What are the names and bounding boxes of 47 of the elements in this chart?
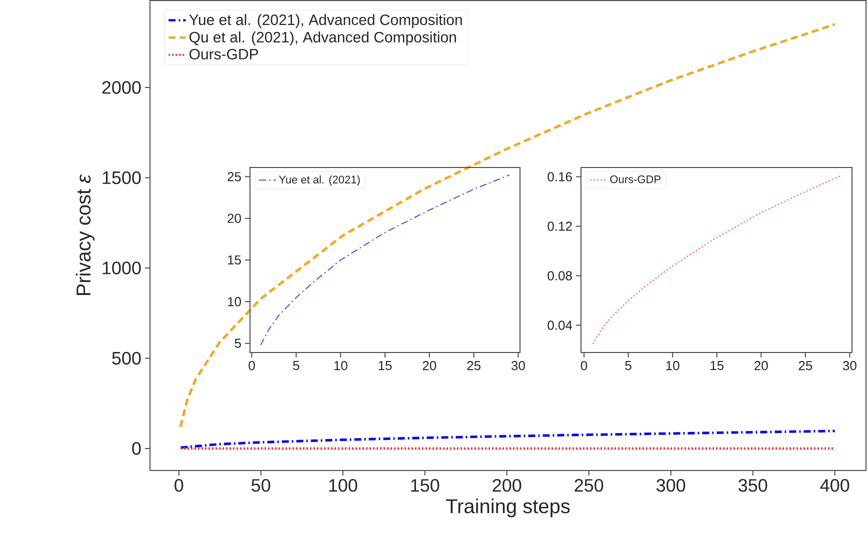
legend-label: Ours-GDP	[610, 175, 660, 183]
y-tick-label: 0.04	[548, 320, 572, 330]
x-tick-label: 50	[252, 478, 270, 492]
y-tick-label: 5	[234, 338, 241, 348]
x-tick-label: 200	[492, 478, 522, 492]
legend-label: Yue et al. (2021)	[278, 175, 360, 186]
x-tick-label: 350	[738, 478, 768, 492]
y-tick-label: 0.12	[548, 221, 572, 231]
legend-label: Qu et al. (2021), Advanced Composition	[190, 31, 456, 46]
x-tick-label: 100	[329, 478, 358, 492]
y-tick-label: 20	[228, 213, 241, 223]
x-tick-label: 30	[842, 360, 856, 370]
y-tick-label: 10	[228, 296, 241, 306]
x-axis-title: Training steps	[446, 498, 570, 518]
y-axis-title: Privacy cost ε	[76, 174, 95, 295]
x-tick-label: 5	[625, 360, 632, 370]
x-tick-label: 20	[754, 360, 768, 370]
x-tick-label: 10	[334, 360, 348, 370]
x-tick-label: 10	[666, 360, 680, 370]
legend-label: Ours-GDP	[190, 48, 258, 60]
x-tick-label: 15	[378, 360, 392, 370]
x-tick-label: 25	[467, 360, 480, 370]
x-tick-label: 150	[411, 478, 440, 492]
x-tick-label: 30	[511, 360, 525, 370]
y-tick-label: 500	[112, 352, 141, 364]
line-series	[179, 429, 836, 449]
y-tick-label: 2000	[102, 80, 141, 94]
x-tick-label: 0	[580, 360, 588, 370]
x-tick-label: 25	[798, 360, 812, 370]
x-tick-label: 5	[293, 360, 300, 370]
legend-label: Yue et al. (2021), Advanced Composition	[189, 14, 462, 28]
y-tick-label: 15	[228, 255, 241, 264]
x-tick-label: 15	[710, 360, 724, 370]
x-tick-label: 300	[656, 478, 686, 492]
y-tick-label: 0.16	[548, 172, 572, 182]
x-tick-label: 0	[248, 360, 255, 370]
x-tick-label: 20	[422, 360, 436, 370]
y-tick-label: 0	[132, 442, 141, 455]
line-series	[592, 174, 842, 344]
y-tick-label: 0.08	[548, 270, 572, 280]
x-tick-label: 0	[174, 478, 184, 492]
x-tick-label: 400	[820, 478, 850, 492]
y-tick-label: 1500	[102, 171, 141, 184]
x-tick-label: 250	[574, 478, 604, 492]
y-tick-label: 1000	[102, 261, 141, 274]
y-tick-label: 25	[228, 172, 241, 182]
line-series	[260, 174, 510, 346]
